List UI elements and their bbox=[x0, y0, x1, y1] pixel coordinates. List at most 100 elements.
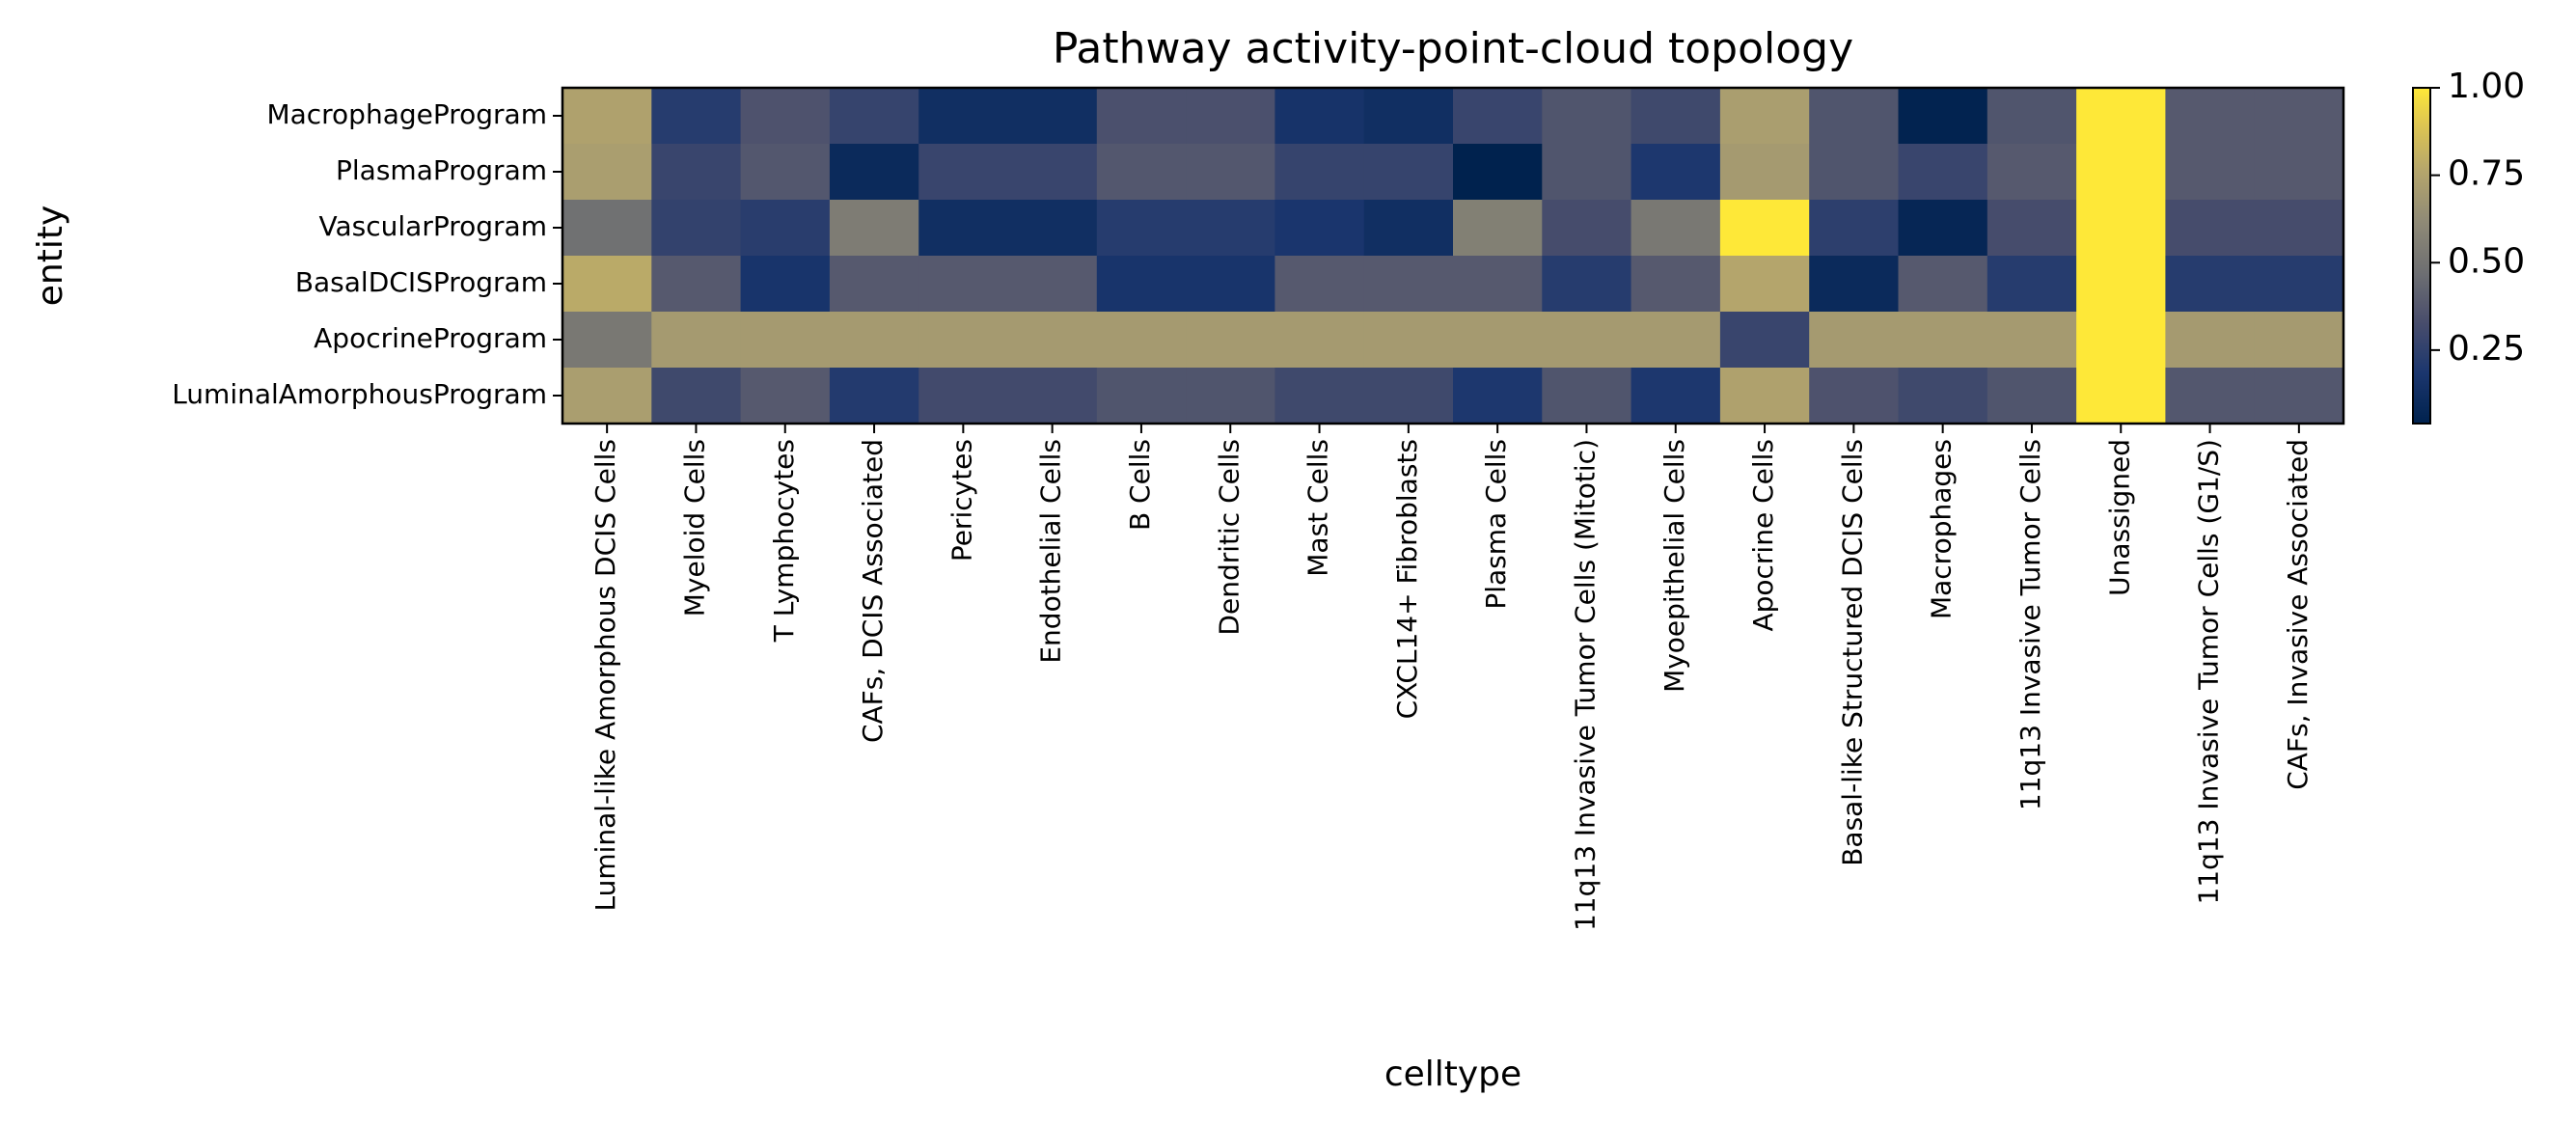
heatmap-cell bbox=[1542, 312, 1632, 369]
colorbar-tick-label: 0.25 bbox=[2448, 329, 2525, 369]
column-tick-label: 11q13 Invasive Tumor Cells (G1/S) bbox=[2193, 439, 2225, 905]
heatmap-cell bbox=[918, 144, 1009, 201]
row-tick-label: VascularProgram bbox=[319, 210, 547, 242]
heatmap-cell bbox=[2254, 312, 2344, 369]
heatmap-cell bbox=[562, 368, 652, 425]
heatmap-cell bbox=[2254, 256, 2344, 313]
heatmap-cell bbox=[1186, 88, 1275, 145]
row-tick-label: PlasmaProgram bbox=[336, 154, 547, 186]
heatmap-cell bbox=[1898, 144, 1988, 201]
heatmap-cell bbox=[829, 312, 919, 369]
column-tick-label: CXCL14+ Fibroblasts bbox=[1391, 439, 1423, 719]
column-tick-label: Endothelial Cells bbox=[1035, 439, 1067, 664]
heatmap-cell bbox=[1007, 368, 1098, 425]
heatmap-cell bbox=[1809, 144, 1900, 201]
heatmap-cell bbox=[1274, 144, 1365, 201]
heatmap-cell bbox=[2254, 144, 2344, 201]
heatmap-cell bbox=[1631, 144, 1721, 201]
heatmap-cell bbox=[651, 368, 742, 425]
colorbar-tick-label: 0.75 bbox=[2448, 154, 2525, 194]
heatmap-cell bbox=[1274, 312, 1365, 369]
heatmap-cell bbox=[1453, 256, 1543, 313]
heatmap-cell bbox=[1363, 256, 1454, 313]
heatmap-cell bbox=[829, 368, 919, 425]
heatmap-cell bbox=[1542, 88, 1632, 145]
heatmap-cell bbox=[1987, 368, 2077, 425]
heatmap-cell bbox=[2076, 312, 2166, 369]
column-tick-label: B Cells bbox=[1124, 439, 1156, 531]
heatmap-cell bbox=[1987, 256, 2077, 313]
heatmap-cell bbox=[829, 256, 919, 313]
column-tick-label: Pericytes bbox=[945, 439, 977, 562]
heatmap-cell bbox=[829, 144, 919, 201]
heatmap-cell bbox=[2076, 200, 2166, 257]
heatmap-cell bbox=[1274, 368, 1365, 425]
heatmap-cell bbox=[2165, 256, 2256, 313]
heatmap-cell bbox=[651, 88, 742, 145]
heatmap-cell bbox=[651, 200, 742, 257]
column-tick-labels: Luminal-like Amorphous DCIS Cells Myeloid… bbox=[589, 424, 2314, 931]
heatmap-cell bbox=[740, 144, 831, 201]
heatmap-cell bbox=[1542, 200, 1632, 257]
heatmap-cell bbox=[1987, 312, 2077, 369]
column-tick-label: Plasma Cells bbox=[1480, 439, 1512, 610]
heatmap-cell bbox=[2254, 368, 2344, 425]
heatmap-cell bbox=[2165, 200, 2256, 257]
column-tick-label: Macrophages bbox=[1926, 439, 1958, 619]
heatmap-cell bbox=[1631, 200, 1721, 257]
heatmap-cell bbox=[2165, 312, 2256, 369]
heatmap-cell bbox=[740, 368, 831, 425]
heatmap-cell bbox=[1096, 144, 1187, 201]
heatmap-cell bbox=[1453, 88, 1543, 145]
heatmap-cell bbox=[740, 88, 831, 145]
heatmap-cell bbox=[2165, 144, 2256, 201]
heatmap-cell bbox=[2165, 368, 2256, 425]
heatmap-cell bbox=[918, 200, 1009, 257]
heatmap-cell bbox=[829, 200, 919, 257]
column-tick-label: Luminal-like Amorphous DCIS Cells bbox=[589, 439, 621, 912]
heatmap-cell bbox=[918, 88, 1009, 145]
heatmap-cell bbox=[1542, 368, 1632, 425]
column-tick-label: CAFs, DCIS Associated bbox=[857, 439, 889, 743]
column-tick-label: T Lymphocytes bbox=[768, 439, 800, 643]
column-tick-label: Dendritic Cells bbox=[1213, 439, 1245, 636]
heatmap-cell bbox=[2254, 200, 2344, 257]
heatmap-cell bbox=[1542, 256, 1632, 313]
heatmap-cell bbox=[1363, 144, 1454, 201]
heatmap-cell bbox=[1007, 200, 1098, 257]
column-tick-label: CAFs, Invasive Associated bbox=[2282, 439, 2314, 790]
column-tick-label: Myeloid Cells bbox=[678, 439, 710, 617]
heatmap-cell bbox=[2165, 88, 2256, 145]
heatmap-cell bbox=[1186, 256, 1275, 313]
heatmap-cell bbox=[562, 312, 652, 369]
chart-title: Pathway activity-point-cloud topology bbox=[1053, 24, 1853, 73]
heatmap-cell bbox=[1719, 368, 1810, 425]
heatmap-cell bbox=[1453, 368, 1543, 425]
y-axis-label: entity bbox=[31, 206, 70, 307]
heatmap-cell bbox=[829, 88, 919, 145]
colorbar-ticks: 0.25 0.50 0.75 1.00 bbox=[2430, 67, 2525, 369]
heatmap-cell bbox=[1363, 88, 1454, 145]
heatmap-cells bbox=[562, 88, 2344, 425]
heatmap-cell bbox=[1363, 368, 1454, 425]
row-tick-label: LuminalAmorphousProgram bbox=[172, 378, 547, 410]
heatmap-cell bbox=[1096, 200, 1187, 257]
heatmap-cell bbox=[1186, 144, 1275, 201]
heatmap-cell bbox=[1186, 312, 1275, 369]
heatmap-cell bbox=[651, 256, 742, 313]
heatmap-cell bbox=[1453, 144, 1543, 201]
row-tick-label: BasalDCISProgram bbox=[295, 266, 547, 298]
heatmap-cell bbox=[1186, 200, 1275, 257]
heatmap-cell bbox=[1096, 312, 1187, 369]
heatmap-cell bbox=[1186, 368, 1275, 425]
column-tick-label: Apocrine Cells bbox=[1747, 439, 1779, 632]
heatmap-cell bbox=[1898, 368, 1988, 425]
heatmap-cell bbox=[1898, 88, 1988, 145]
heatmap-cell bbox=[1096, 256, 1187, 313]
heatmap-cell bbox=[562, 256, 652, 313]
heatmap-cell bbox=[1007, 256, 1098, 313]
heatmap-cell bbox=[1719, 256, 1810, 313]
heatmap-cell bbox=[918, 368, 1009, 425]
heatmap-cell bbox=[651, 312, 742, 369]
